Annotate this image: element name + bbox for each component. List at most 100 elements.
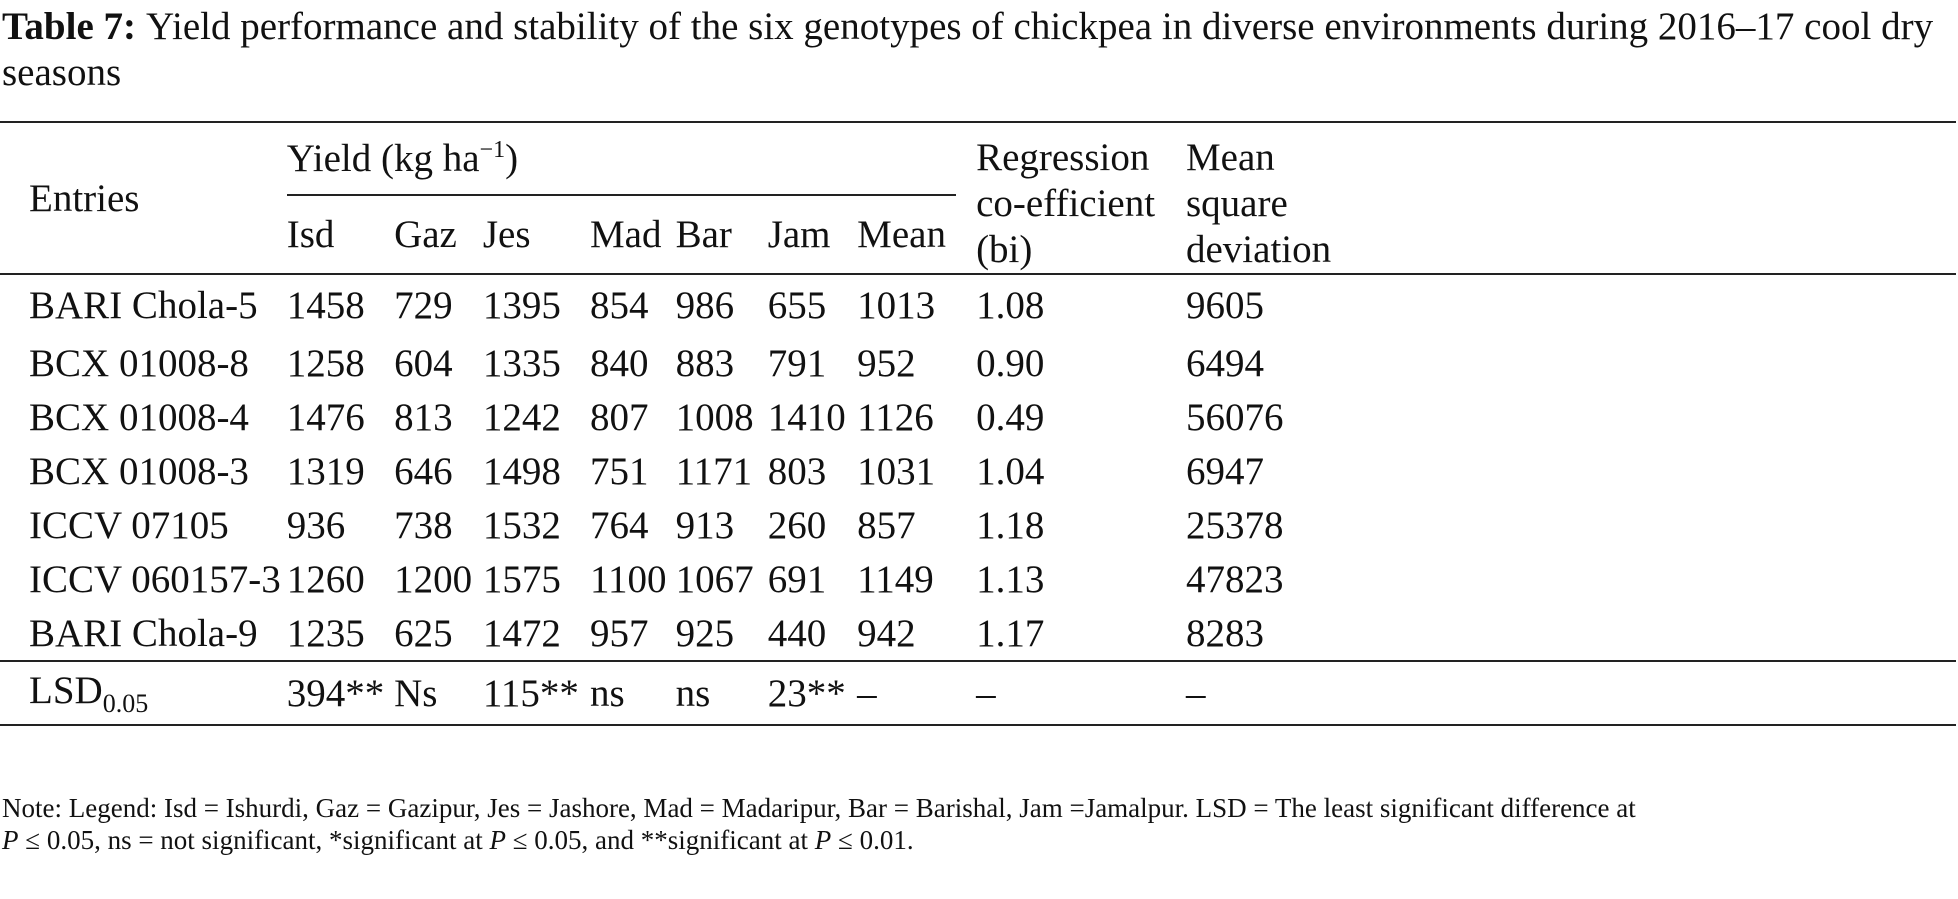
table-note: Note: Legend: Isd = Ishurdi, Gaz = Gazip… — [2, 792, 1956, 856]
cell-jes: 1532 — [482, 503, 561, 547]
cell-isd: 1258 — [286, 341, 365, 385]
cell-bar: 1067 — [675, 557, 754, 601]
cell-gaz: 1200 — [394, 557, 473, 601]
cell-jes: 1472 — [482, 611, 561, 655]
caption-text: Yield performance and stability of the s… — [2, 5, 1934, 94]
entry-name: BARI Chola-9 — [29, 611, 258, 655]
header-bar: Bar — [675, 212, 732, 256]
cell-regression: 1.18 — [976, 503, 1045, 547]
cell-gaz: 729 — [394, 284, 453, 327]
lsd-bar: ns — [675, 671, 711, 715]
cell-regression: 1.17 — [976, 611, 1045, 655]
cell-gaz: 604 — [394, 341, 453, 385]
note-line-2: P ≤ 0.05, ns = not significant, *signifi… — [2, 825, 914, 855]
cell-mean: 1013 — [857, 284, 936, 327]
cell-bar: 1171 — [675, 449, 753, 493]
cell-isd: 1476 — [286, 395, 365, 439]
cell-regression: 1.04 — [976, 449, 1045, 493]
cell-regression: 1.13 — [976, 557, 1045, 601]
cell-msd: 56076 — [1186, 395, 1284, 439]
cell-msd: 47823 — [1186, 557, 1284, 601]
cell-mean: 1031 — [857, 449, 936, 493]
cell-gaz: 625 — [394, 611, 453, 655]
cell-msd: 6494 — [1186, 341, 1264, 385]
entry-name: ICCV 07105 — [29, 503, 229, 547]
cell-isd: 1235 — [286, 611, 365, 655]
cell-jam: 655 — [767, 284, 827, 327]
cell-jam: 1410 — [767, 395, 846, 439]
cell-jam: 803 — [767, 449, 827, 493]
cell-mean: 857 — [857, 503, 916, 547]
cell-isd: 1458 — [286, 284, 365, 327]
table-row: BARI Chola-9 1235 625 1472 957 925 440 9… — [0, 606, 1956, 661]
cell-gaz: 738 — [394, 503, 453, 547]
cell-msd: 9605 — [1186, 284, 1264, 327]
header-jam: Jam — [767, 212, 831, 256]
lsd-jes: 115** — [482, 671, 579, 715]
cell-mad: 957 — [589, 611, 649, 655]
cell-bar: 1008 — [675, 395, 754, 439]
caption-label: Table 7: — [2, 5, 137, 48]
lsd-regression: – — [976, 671, 996, 715]
cell-mean: 1149 — [857, 557, 934, 601]
entry-name: BCX 01008-8 — [29, 341, 249, 385]
cell-jes: 1335 — [482, 341, 561, 385]
entry-name: BCX 01008-4 — [29, 395, 249, 439]
cell-jes: 1242 — [482, 395, 561, 439]
yield-table: Entries Yield (kg ha−1) Regression co-ef… — [0, 121, 1956, 726]
cell-msd: 8283 — [1186, 611, 1264, 655]
header-gaz: Gaz — [394, 212, 457, 256]
cell-regression: 1.08 — [976, 284, 1045, 327]
cell-mad: 807 — [589, 395, 649, 439]
lsd-row: LSD0.05 394** Ns 115** ns ns 23** – – – — [0, 661, 1956, 725]
lsd-mad: ns — [589, 671, 625, 715]
cell-isd: 936 — [286, 503, 346, 547]
cell-mad: 854 — [589, 284, 649, 327]
table-row: ICCV 07105 936 738 1532 764 913 260 857 … — [0, 498, 1956, 552]
cell-regression: 0.90 — [976, 341, 1045, 385]
header-jes: Jes — [482, 212, 531, 256]
note-line-1: Note: Legend: Isd = Ishurdi, Gaz = Gazip… — [2, 793, 1636, 823]
cell-msd: 6947 — [1186, 449, 1264, 493]
entry-name: BCX 01008-3 — [29, 449, 249, 493]
cell-jam: 791 — [767, 341, 827, 385]
cell-regression: 0.49 — [976, 395, 1045, 439]
cell-jam: 260 — [767, 503, 827, 547]
cell-bar: 913 — [675, 503, 735, 547]
lsd-jam: 23** — [767, 671, 846, 715]
cell-bar: 986 — [675, 284, 735, 327]
cell-mean: 942 — [857, 611, 916, 655]
cell-gaz: 646 — [394, 449, 453, 493]
header-mad: Mad — [589, 212, 662, 256]
cell-bar: 883 — [675, 341, 735, 385]
cell-jam: 691 — [767, 557, 827, 601]
entry-name: ICCV 060157-3 — [29, 557, 281, 601]
cell-jam: 440 — [767, 611, 827, 655]
cell-mean: 952 — [857, 341, 916, 385]
cell-mad: 1100 — [589, 557, 667, 601]
cell-mean: 1126 — [857, 395, 934, 439]
table-row: BCX 01008-3 1319 646 1498 751 1171 803 1… — [0, 444, 1956, 498]
entry-name: BARI Chola-5 — [29, 284, 258, 327]
lsd-label: LSD0.05 — [29, 668, 149, 718]
cell-isd: 1260 — [286, 557, 365, 601]
header-isd: Isd — [286, 212, 335, 256]
cell-mad: 751 — [589, 449, 649, 493]
lsd-mean: – — [857, 671, 877, 715]
header-mean-square-deviation: Mean square deviation — [1186, 136, 1332, 271]
table-row: ICCV 060157-3 1260 1200 1575 1100 1067 6… — [0, 552, 1956, 606]
table-row: BCX 01008-8 1258 604 1335 840 883 791 95… — [0, 336, 1956, 390]
lsd-gaz: Ns — [394, 671, 438, 715]
header-regression: Regression co-efficient (bi) — [976, 136, 1156, 271]
table-caption: Table 7: Yield performance and stability … — [2, 4, 1952, 96]
header-entries: Entries — [29, 176, 140, 220]
cell-jes: 1498 — [482, 449, 561, 493]
table-row: BARI Chola-5 1458 729 1395 854 986 655 1… — [0, 274, 1956, 336]
cell-gaz: 813 — [394, 395, 453, 439]
table-row: BCX 01008-4 1476 813 1242 807 1008 1410 … — [0, 390, 1956, 444]
cell-jes: 1395 — [482, 284, 561, 327]
cell-mad: 764 — [589, 503, 649, 547]
cell-isd: 1319 — [286, 449, 365, 493]
cell-bar: 925 — [675, 611, 735, 655]
cell-jes: 1575 — [482, 557, 561, 601]
